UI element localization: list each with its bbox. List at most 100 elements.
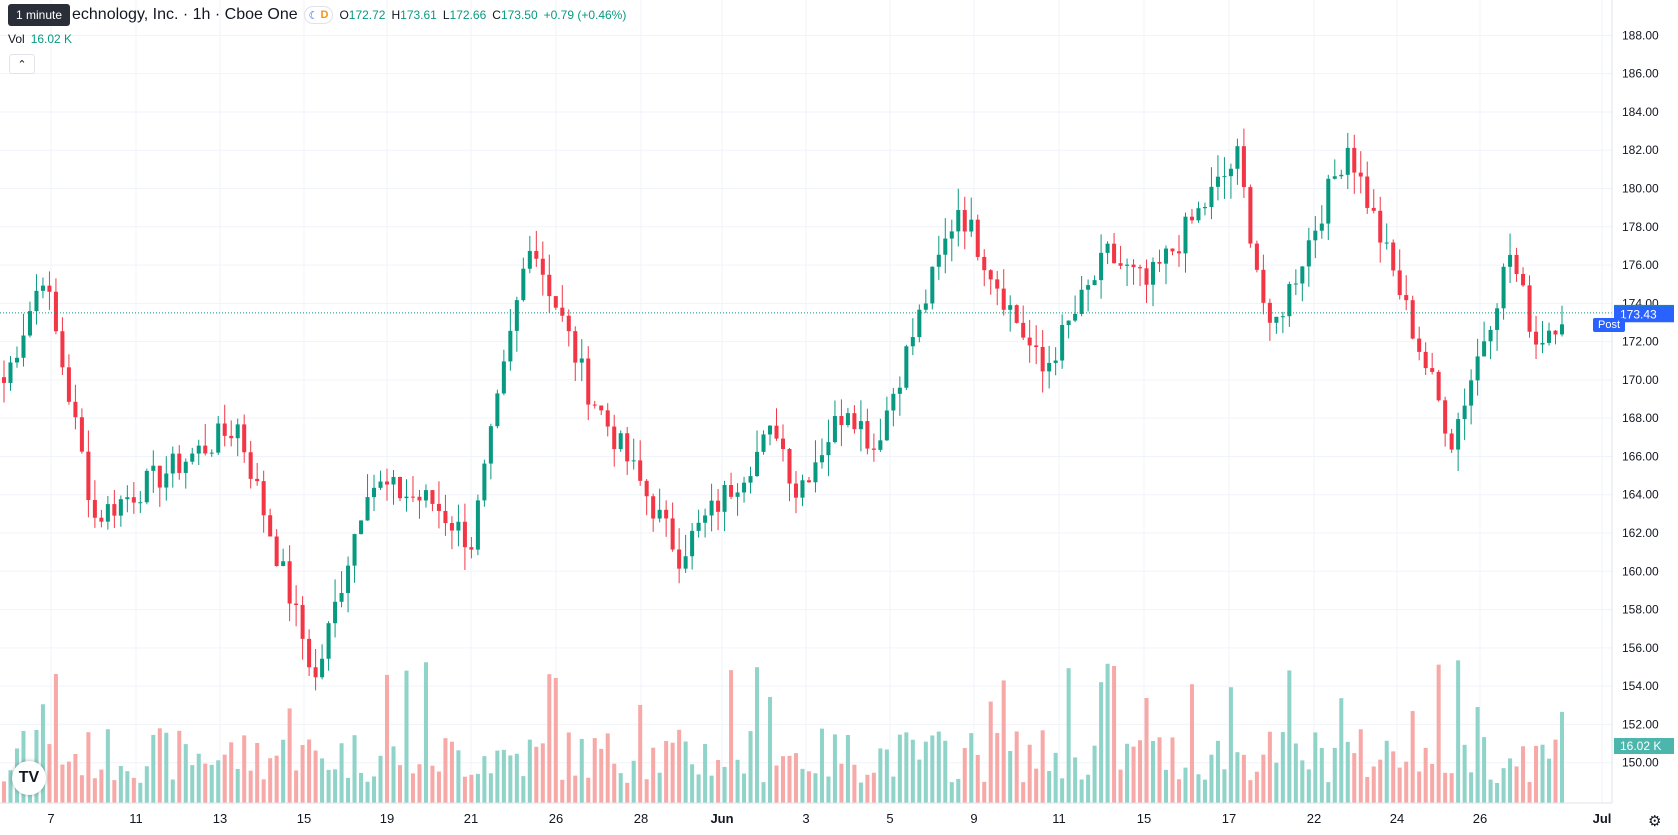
volume-bar	[1176, 779, 1182, 803]
volume-bar	[1495, 782, 1500, 803]
low-label: L	[442, 8, 450, 22]
volume-bar	[449, 741, 454, 803]
volume-bar	[729, 670, 734, 803]
candle-body	[1189, 216, 1194, 221]
candle-body	[956, 210, 961, 232]
volume-bar	[40, 704, 45, 803]
candle-body	[884, 410, 889, 441]
volume-bar	[1254, 771, 1259, 803]
candle-body	[229, 435, 234, 439]
volume-bar	[404, 670, 409, 803]
volume-bar	[475, 773, 480, 803]
volume-bar	[99, 769, 104, 803]
candle-body	[196, 445, 201, 454]
candle-body	[320, 658, 325, 678]
volume-bar	[586, 777, 591, 803]
volume-bar	[716, 759, 721, 803]
candle-body	[53, 291, 58, 332]
volume-bar	[1151, 741, 1156, 803]
candle-body	[79, 417, 84, 452]
candle-body	[1008, 305, 1013, 310]
volume-bar	[1378, 759, 1383, 803]
volume-bar	[144, 766, 149, 803]
volume-bar	[910, 739, 915, 803]
volume-bar	[1410, 711, 1415, 803]
candle-body	[742, 482, 747, 493]
x-tick-label: 19	[380, 811, 394, 826]
candle-body	[755, 451, 760, 477]
candle-body	[170, 453, 175, 474]
volume-bar	[495, 750, 500, 803]
volume-bar	[378, 755, 383, 803]
candle-body	[469, 547, 474, 550]
candle-body	[1163, 248, 1169, 264]
candle-body	[1183, 216, 1188, 254]
candle-body	[138, 502, 143, 504]
candle-body	[1508, 254, 1513, 267]
volume-bar	[287, 708, 292, 803]
volume-bar	[677, 729, 682, 803]
candle-body	[1540, 342, 1545, 345]
candle-body	[729, 484, 734, 497]
volume-bar	[625, 782, 630, 803]
candle-body	[449, 523, 454, 531]
candle-body	[949, 231, 954, 239]
candle-body	[716, 500, 721, 512]
volume-bar	[209, 764, 214, 803]
y-tick-label: 156.00	[1622, 641, 1659, 655]
x-tick-label: 22	[1307, 811, 1321, 826]
candle-body	[683, 556, 688, 569]
candle-body	[982, 256, 987, 271]
candle-body	[677, 549, 682, 569]
candle-body	[599, 405, 604, 411]
candle-body	[1436, 371, 1441, 401]
candle-body	[735, 492, 740, 497]
candle-body	[462, 521, 467, 548]
candle-body	[1053, 360, 1058, 363]
candle-body	[1060, 325, 1065, 361]
candle-body	[410, 496, 415, 498]
candle-body	[553, 296, 558, 308]
candle-body	[151, 465, 156, 471]
ohlc-open: O172.72	[339, 8, 385, 22]
candle-body	[73, 401, 78, 418]
candle-body	[456, 521, 461, 531]
candle-body	[1014, 305, 1019, 323]
candle-body	[540, 258, 545, 275]
volume-bar	[631, 760, 636, 803]
candle-body	[780, 438, 786, 449]
price-axis[interactable]: 150.00 152.00 154.00 156.00 158.00 160.00 162.…	[1611, 0, 1678, 835]
candle-body	[995, 279, 1000, 289]
candle-body	[1196, 208, 1201, 221]
candle-body	[274, 536, 279, 566]
candle-body	[975, 219, 980, 257]
y-tick-label: 180.00	[1622, 182, 1659, 196]
candle-body	[1365, 176, 1370, 208]
candle-body	[423, 490, 428, 501]
volume-bar	[1508, 758, 1513, 803]
logo-text: TV	[18, 769, 40, 786]
tradingview-logo[interactable]: TV	[12, 761, 46, 795]
volume-bar	[871, 772, 876, 803]
volume-bar	[891, 776, 896, 803]
y-tick-label: 154.00	[1622, 679, 1659, 693]
volume-bar	[1391, 751, 1396, 803]
gear-icon[interactable]: ⚙	[1648, 813, 1662, 830]
collapse-legend-button[interactable]: ⌃	[9, 54, 35, 74]
candle-body	[852, 413, 857, 430]
candle-body	[1391, 242, 1396, 271]
symbol-title[interactable]: echnology, Inc. · 1h · Cboe One	[72, 6, 298, 23]
x-tick-label: 28	[634, 811, 648, 826]
volume-bar	[1170, 737, 1175, 803]
candle-body	[1228, 168, 1233, 177]
x-tick-label: 11	[1052, 811, 1066, 826]
candle-body	[1488, 329, 1493, 342]
x-tick-label: 26	[1473, 811, 1487, 826]
session-badge[interactable]: ☾ D	[303, 6, 334, 24]
candle-body	[86, 451, 91, 501]
time-axis[interactable]: 7 11 13 15 19 21 26 28 Jun 3 5 9 11 15 17 22 24 26 Jul	[0, 802, 1612, 826]
candle-body	[60, 331, 65, 368]
volume-bar	[1501, 768, 1506, 803]
candle-body	[99, 517, 104, 522]
